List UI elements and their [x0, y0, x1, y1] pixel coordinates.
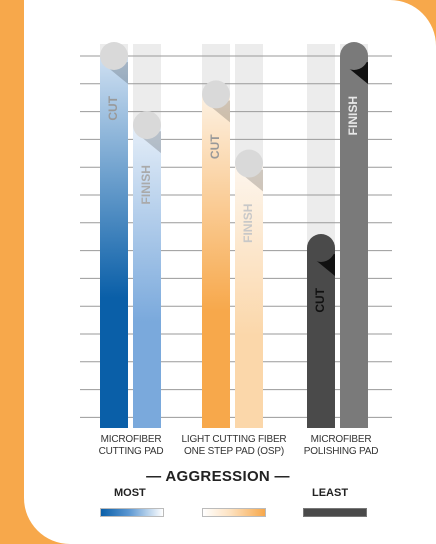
- category-label-line: LIGHT CUTTING FIBER: [181, 434, 287, 445]
- bar-cut: [202, 94, 230, 429]
- category-label-line: ONE STEP PAD (OSP): [184, 446, 284, 457]
- bar-label-finish: FINISH: [241, 204, 255, 243]
- category-label-line: MICROFIBER: [100, 434, 162, 445]
- bar-label-finish: FINISH: [139, 165, 153, 204]
- aggression-swatch-cutting: [100, 508, 164, 517]
- aggression-most-label: MOST: [114, 487, 146, 499]
- bar-label-cut: CUT: [208, 134, 222, 159]
- bar-knob: [307, 234, 335, 262]
- category-label-light-cutting-fiber: LIGHT CUTTING FIBER ONE STEP PAD (OSP): [174, 434, 294, 458]
- bar-finish: [133, 125, 161, 429]
- bar-knob: [202, 80, 230, 109]
- aggression-swatch-polishing: [303, 508, 367, 517]
- bar-finish: [340, 56, 368, 428]
- bar-label-cut: CUT: [106, 95, 120, 120]
- category-label-microfiber-cutting: MICROFIBER CUTTING PAD: [71, 434, 191, 458]
- bar-knob: [235, 149, 263, 178]
- bar-finish: [235, 163, 263, 428]
- category-label-line: POLISHING PAD: [303, 446, 379, 457]
- aggression-title: — AGGRESSION —: [146, 468, 290, 485]
- bar-cut: [307, 248, 335, 428]
- category-label-microfiber-polishing: MICROFIBER POLISHING PAD: [281, 434, 401, 458]
- bar-cut: [100, 56, 128, 428]
- bar-label-finish: FINISH: [346, 96, 360, 135]
- category-label-line: CUTTING PAD: [98, 446, 164, 457]
- bar-knob: [340, 42, 368, 70]
- bar-knob: [133, 111, 161, 140]
- aggression-least-label: LEAST: [312, 487, 349, 499]
- bar-label-cut: CUT: [313, 287, 327, 312]
- bar-knob: [100, 42, 128, 70]
- aggression-swatch-light-cutting: [202, 508, 266, 517]
- category-label-line: MICROFIBER: [310, 434, 372, 445]
